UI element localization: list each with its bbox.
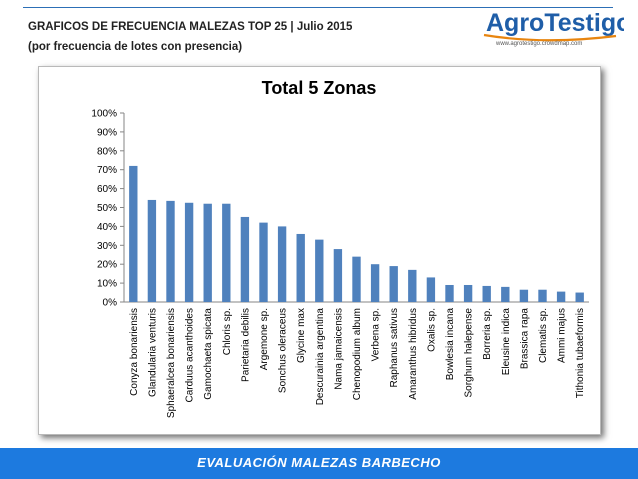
x-tick-label: Glycine max: [296, 308, 307, 363]
y-tick-label: 10%: [97, 279, 117, 290]
bar: [147, 199, 157, 302]
header-divider-line: [23, 7, 613, 8]
bar: [575, 292, 584, 302]
bar: [277, 226, 287, 302]
bar: [222, 203, 231, 302]
bar: [296, 233, 305, 302]
y-tick-label: 100%: [91, 109, 117, 120]
x-tick-label: Verbena sp.: [371, 308, 382, 361]
bar: [129, 165, 138, 302]
bar: [240, 216, 250, 302]
x-tick-label: Conyza bonariensis: [129, 308, 140, 396]
bar: [463, 284, 473, 302]
x-tick-label: Argemone sp.: [259, 308, 270, 370]
x-tick-label: Clematis sp.: [538, 308, 549, 363]
y-tick-label: 70%: [97, 165, 117, 176]
bar: [315, 239, 324, 302]
x-axis-labels: Conyza bonariensis Glandularia venturis Sp…: [129, 308, 586, 419]
bar: [166, 200, 175, 302]
x-tick-label: Ammi majus: [557, 308, 568, 363]
x-tick-label: Bowlesia incana: [445, 308, 456, 381]
x-tick-label: Sphaeralcea bonariensis: [166, 308, 177, 418]
bar: [482, 285, 491, 302]
y-tick-label: 90%: [97, 127, 117, 138]
bar: [203, 203, 212, 302]
bar: [538, 289, 547, 302]
x-tick-label: Glandularia venturis: [147, 308, 158, 397]
x-tick-label: Sonchus oleraceus: [278, 308, 289, 393]
bar: [408, 269, 417, 302]
bar: [184, 202, 194, 302]
x-tick-label: Sorghum halepense: [464, 308, 475, 398]
bar: [352, 256, 361, 302]
x-tick-label: Borreria sp.: [482, 308, 493, 360]
y-tick-label: 60%: [97, 184, 117, 195]
footer-bar: EVALUACIÓN MALEZAS BARBECHO: [0, 448, 638, 479]
footer-text: EVALUACIÓN MALEZAS BARBECHO: [197, 455, 441, 470]
bar: [389, 266, 398, 302]
page-subtitle: (por frecuencia de lotes con presencia): [28, 41, 243, 53]
bar: [426, 277, 436, 302]
x-tick-label: Chloris sp.: [222, 308, 233, 355]
x-tick-label: Amaranthus hibridus: [408, 308, 419, 400]
x-tick-label: Tithonia tubaeformis: [575, 308, 586, 398]
bar-chart: Total 5 Zonas 0% 10% 20% 30% 40% 50% 60% 70% 80%…: [91, 78, 589, 419]
bars: [129, 165, 584, 302]
y-tick-label: 0%: [103, 298, 118, 309]
logo-swoosh-icon: [483, 33, 617, 42]
y-tick-label: 80%: [97, 146, 117, 157]
logo-wordmark: AgroTestigo: [486, 9, 624, 37]
x-tick-label: Oxalis sp.: [426, 308, 437, 352]
y-tick-label: 30%: [97, 241, 117, 252]
chart-container: Total 5 Zonas 0% 10% 20% 30% 40% 50% 60% 70% 80%…: [38, 66, 601, 435]
y-axis: 0% 10% 20% 30% 40% 50% 60% 70% 80% 90% 100%: [91, 109, 589, 309]
x-tick-label: Eleusine indica: [501, 308, 512, 376]
x-tick-label: Nama jamaicensis: [333, 308, 344, 390]
bar: [333, 249, 343, 302]
agrotestigo-logo: AgroTestigo www.agrotestigo.crowdmap.com: [483, 9, 624, 47]
bar: [445, 284, 454, 302]
x-tick-label: Descurainia argentina: [315, 308, 326, 406]
bar: [501, 286, 510, 302]
chart-title: Total 5 Zonas: [262, 78, 377, 98]
x-tick-label: Chenopodium album: [352, 308, 363, 400]
bar: [556, 291, 566, 302]
x-tick-label: Brassica rapa: [519, 308, 530, 370]
bar: [259, 222, 268, 302]
x-tick-label: Carduus acanthoides: [185, 308, 196, 403]
x-tick-label: Raphanus sativus: [389, 308, 400, 388]
x-tick-label: Parietaria debilis: [240, 308, 251, 382]
page-title: GRAFICOS DE FRECUENCIA MALEZAS TOP 25 | …: [28, 21, 353, 33]
x-tick-label: Gamochaeta spicata: [203, 308, 214, 400]
logo-url: www.agrotestigo.crowdmap.com: [495, 41, 582, 47]
bar: [519, 289, 529, 302]
y-tick-label: 50%: [97, 203, 117, 214]
bar: [370, 264, 380, 302]
y-tick-label: 40%: [97, 222, 117, 233]
y-tick-label: 20%: [97, 260, 117, 271]
